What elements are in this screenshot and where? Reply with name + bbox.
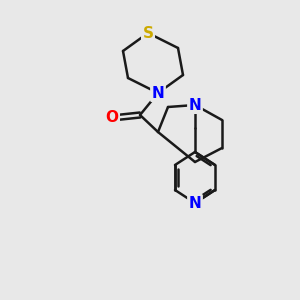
Text: N: N — [189, 98, 201, 112]
Text: N: N — [152, 85, 164, 100]
Text: N: N — [189, 196, 201, 211]
Text: O: O — [106, 110, 118, 125]
Text: S: S — [142, 26, 154, 40]
